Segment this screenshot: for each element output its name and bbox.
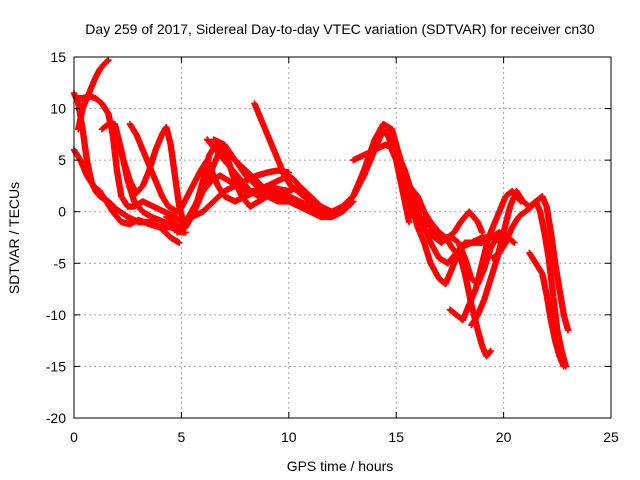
data-point <box>560 363 567 370</box>
y-axis-label: SDTVAR / TECUs <box>6 182 22 294</box>
x-tick-label: 0 <box>70 429 78 445</box>
data-point <box>418 203 426 210</box>
data-point <box>285 187 292 195</box>
data-point <box>486 348 494 356</box>
data-point <box>105 56 112 64</box>
series-track-20 <box>468 187 572 334</box>
series-track-22 <box>526 249 567 370</box>
x-tick-label: 5 <box>178 429 186 445</box>
series-track-3 <box>72 92 185 226</box>
series-track-13 <box>203 136 271 200</box>
axes-layer: 0 5 10 15 20 25 -20 -15 -10 -5 0 5 10 15 <box>46 49 619 445</box>
data-point <box>307 198 314 205</box>
data-point <box>306 197 313 204</box>
data-point <box>405 218 413 226</box>
data-points-layer <box>70 56 572 370</box>
x-tick-label: 10 <box>281 429 297 445</box>
data-point <box>478 229 486 236</box>
series-track-23 <box>397 162 426 210</box>
y-tick-label: 0 <box>58 204 66 220</box>
data-point <box>564 327 572 334</box>
data-point <box>104 57 111 65</box>
data-point <box>176 239 183 246</box>
data-point <box>487 347 494 355</box>
x-tick-label: 25 <box>603 429 619 445</box>
chart-title: Day 259 of 2017, Sidereal Day-to-day VTE… <box>85 21 595 37</box>
x-axis-label: GPS time / hours <box>287 458 394 474</box>
series-track-14 <box>251 100 314 205</box>
plot-frame <box>73 56 612 419</box>
y-tick-label: -15 <box>46 358 66 374</box>
y-tick-label: 5 <box>58 152 66 168</box>
y-tick-label: 15 <box>50 49 66 65</box>
x-tick-label: 20 <box>496 429 512 445</box>
series-track-24 <box>425 208 486 246</box>
series-track-15 <box>210 120 507 288</box>
series-track-7 <box>111 123 187 226</box>
y-tick-label: 10 <box>50 101 66 117</box>
series-track-4 <box>75 56 112 133</box>
y-tick-label: -20 <box>46 410 66 426</box>
series-track-2 <box>70 146 183 246</box>
data-point <box>510 238 517 245</box>
data-point <box>511 239 518 246</box>
y-tick-label: -10 <box>46 307 66 323</box>
x-tick-label: 15 <box>388 429 404 445</box>
y-tick-label: -5 <box>54 255 67 271</box>
